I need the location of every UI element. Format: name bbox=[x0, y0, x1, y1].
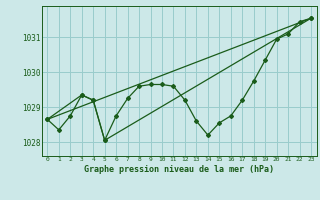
X-axis label: Graphe pression niveau de la mer (hPa): Graphe pression niveau de la mer (hPa) bbox=[84, 165, 274, 174]
